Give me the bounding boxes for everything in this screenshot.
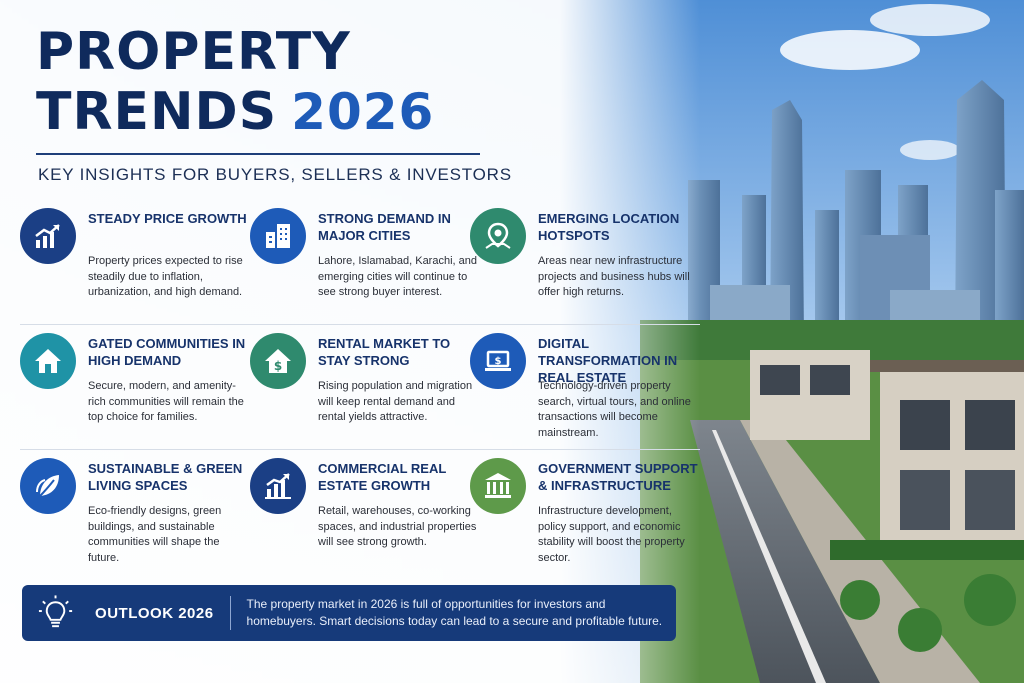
- card-title: STEADY PRICE GROWTH: [88, 211, 247, 226]
- card-title: RENTAL MARKET TO STAY STRONG: [318, 336, 451, 368]
- card-title: EMERGING LOCATION HOTSPOTS: [538, 211, 680, 243]
- government-building-icon: [470, 458, 526, 514]
- outlook-divider: [229, 596, 231, 630]
- card-title: SUSTAINABLE & GREEN LIVING SPACES: [88, 461, 243, 493]
- buildings-icon: [250, 208, 306, 264]
- outlook-label: OUTLOOK 2026: [95, 604, 214, 622]
- card-text: Secure, modern, and amenity-rich communi…: [88, 380, 244, 423]
- chart-up-icon: [20, 208, 76, 264]
- title-line-2: TRENDS 2026: [36, 82, 596, 142]
- content-panel: [0, 0, 700, 683]
- trend-card-steady-price-growth: STEADY PRICE GROWTH Property prices expe…: [20, 206, 247, 316]
- card-text: Rising population and migration will kee…: [318, 380, 473, 423]
- house-icon: [20, 333, 76, 389]
- subtitle: KEY INSIGHTS FOR BUYERS, SELLERS & INVES…: [38, 165, 512, 184]
- laptop-dollar-icon: $: [470, 333, 526, 389]
- trend-card-digital-transformation: $ DIGITAL TRANSFORMATION IN REAL ESTATE …: [470, 331, 695, 441]
- svg-text:$: $: [274, 359, 282, 373]
- card-title: GOVERNMENT SUPPORT & INFRASTRUCTURE: [538, 461, 698, 493]
- card-text: Retail, warehouses, co-working spaces, a…: [318, 505, 477, 548]
- card-title: DIGITAL TRANSFORMATION IN REAL ESTATE: [538, 336, 678, 385]
- trend-card-government-support: GOVERNMENT SUPPORT & INFRASTRUCTURE Infr…: [470, 456, 698, 566]
- map-pin-icon: [470, 208, 526, 264]
- trends-grid: STEADY PRICE GROWTH Property prices expe…: [20, 200, 700, 575]
- lightbulb-icon: [38, 595, 73, 628]
- outlook-banner: OUTLOOK 2026 The property market in 2026…: [22, 585, 676, 641]
- house-dollar-icon: $: [250, 333, 306, 389]
- card-title: STRONG DEMAND IN MAJOR CITIES: [318, 211, 451, 243]
- card-text: Infrastructure development, policy suppo…: [538, 505, 685, 564]
- card-text: Property prices expected to rise steadil…: [88, 255, 243, 298]
- trends-row-2: GATED COMMUNITIES IN HIGH DEMAND Secure,…: [20, 325, 700, 450]
- card-text: Eco-friendly designs, green buildings, a…: [88, 505, 222, 564]
- title-divider: [36, 153, 480, 155]
- trend-card-rental-market: $ RENTAL MARKET TO STAY STRONG Rising po…: [250, 331, 475, 441]
- leaf-icon: [20, 458, 76, 514]
- bar-chart-icon: [250, 458, 306, 514]
- trends-row-1: STEADY PRICE GROWTH Property prices expe…: [20, 200, 700, 325]
- trend-card-location-hotspots: EMERGING LOCATION HOTSPOTS Areas near ne…: [470, 206, 695, 316]
- trend-card-sustainable-living: SUSTAINABLE & GREEN LIVING SPACES Eco-fr…: [20, 456, 245, 566]
- card-title: GATED COMMUNITIES IN HIGH DEMAND: [88, 336, 246, 368]
- svg-text:$: $: [495, 356, 502, 367]
- title-year: 2026: [291, 83, 435, 141]
- trend-card-strong-demand: STRONG DEMAND IN MAJOR CITIES Lahore, Is…: [250, 206, 477, 316]
- card-text: Technology-driven property search, virtu…: [538, 380, 691, 439]
- trend-card-commercial-growth: COMMERCIAL REAL ESTATE GROWTH Retail, wa…: [250, 456, 477, 566]
- outlook-text: The property market in 2026 is full of o…: [246, 597, 663, 628]
- card-text: Lahore, Islamabad, Karachi, and emerging…: [318, 255, 477, 298]
- trends-row-3: SUSTAINABLE & GREEN LIVING SPACES Eco-fr…: [20, 450, 700, 575]
- title-line-1: PROPERTY: [36, 22, 351, 82]
- title-trends: TRENDS: [36, 82, 278, 142]
- page-title: PROPERTY TRENDS 2026: [36, 22, 596, 142]
- trend-card-gated-communities: GATED COMMUNITIES IN HIGH DEMAND Secure,…: [20, 331, 245, 441]
- card-title: COMMERCIAL REAL ESTATE GROWTH: [318, 461, 447, 493]
- card-text: Areas near new infrastructure projects a…: [538, 255, 690, 298]
